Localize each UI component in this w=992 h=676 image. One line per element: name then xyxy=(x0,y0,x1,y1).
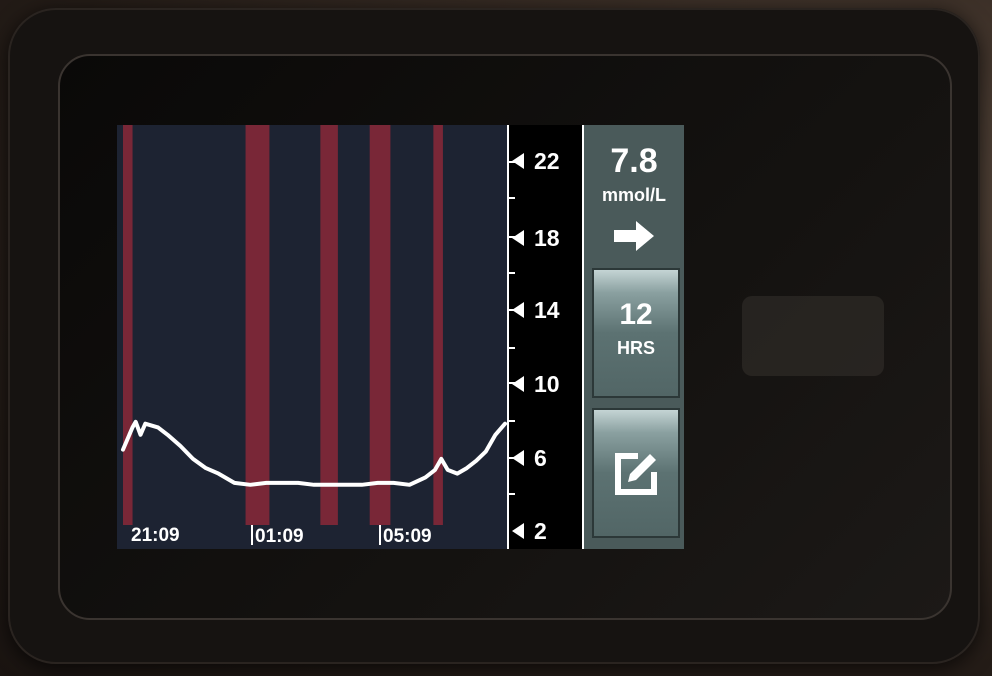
y-tick xyxy=(507,197,515,199)
edit-button[interactable] xyxy=(592,408,680,538)
y-tick xyxy=(507,161,515,163)
status-panel: 7.8 mmol/L 12 HRS xyxy=(584,125,684,549)
glucose-value: 7.8 xyxy=(610,142,658,180)
y-tick-label: 14 xyxy=(512,296,560,324)
y-tick xyxy=(507,382,515,384)
x-tick-label: 01:09 xyxy=(251,525,304,548)
x-tick-marker xyxy=(251,525,253,545)
pointer-triangle-icon xyxy=(512,376,524,392)
time-range-value: 12 xyxy=(619,298,653,331)
glucose-graph: 21:09 01:09 05:09 xyxy=(117,125,507,549)
event-band xyxy=(245,125,270,525)
device-logo xyxy=(742,296,884,376)
y-axis-line xyxy=(507,125,509,549)
y-tick-label: 2 xyxy=(512,517,547,545)
time-range-button[interactable]: 12 HRS xyxy=(592,268,680,398)
y-tick-label: 18 xyxy=(512,224,560,252)
y-tick xyxy=(507,420,515,422)
event-band xyxy=(433,125,443,525)
time-range-label: HRS xyxy=(616,338,655,358)
event-band xyxy=(320,125,338,525)
y-tick xyxy=(507,347,515,349)
x-tick-label: 05:09 xyxy=(379,525,432,548)
event-band xyxy=(123,125,133,525)
y-tick xyxy=(507,457,515,459)
y-tick xyxy=(507,493,515,495)
y-axis: 22 18 14 10 6 2 xyxy=(507,125,582,549)
pointer-triangle-icon xyxy=(512,153,524,169)
x-tick-marker xyxy=(379,525,381,545)
edit-icon xyxy=(615,453,657,495)
x-tick-label: 21:09 xyxy=(131,525,180,546)
event-band xyxy=(369,125,391,525)
y-tick-label: 22 xyxy=(512,147,560,175)
glucose-chart xyxy=(121,125,507,525)
glucose-unit: mmol/L xyxy=(601,185,666,205)
pointer-triangle-icon xyxy=(512,523,524,539)
pointer-triangle-icon xyxy=(512,302,524,318)
y-tick-label: 6 xyxy=(512,444,547,472)
arrow-right-icon xyxy=(614,221,654,251)
y-tick xyxy=(507,272,515,274)
panel-divider xyxy=(582,125,584,549)
y-tick-label: 10 xyxy=(512,370,560,398)
pointer-triangle-icon xyxy=(512,450,524,466)
display-screen: 21:09 01:09 05:09 22 18 14 10 6 2 7.8 mm… xyxy=(117,125,684,549)
pointer-triangle-icon xyxy=(512,230,524,246)
y-tick xyxy=(507,309,515,311)
glucose-line xyxy=(121,419,507,487)
y-tick xyxy=(507,236,515,238)
